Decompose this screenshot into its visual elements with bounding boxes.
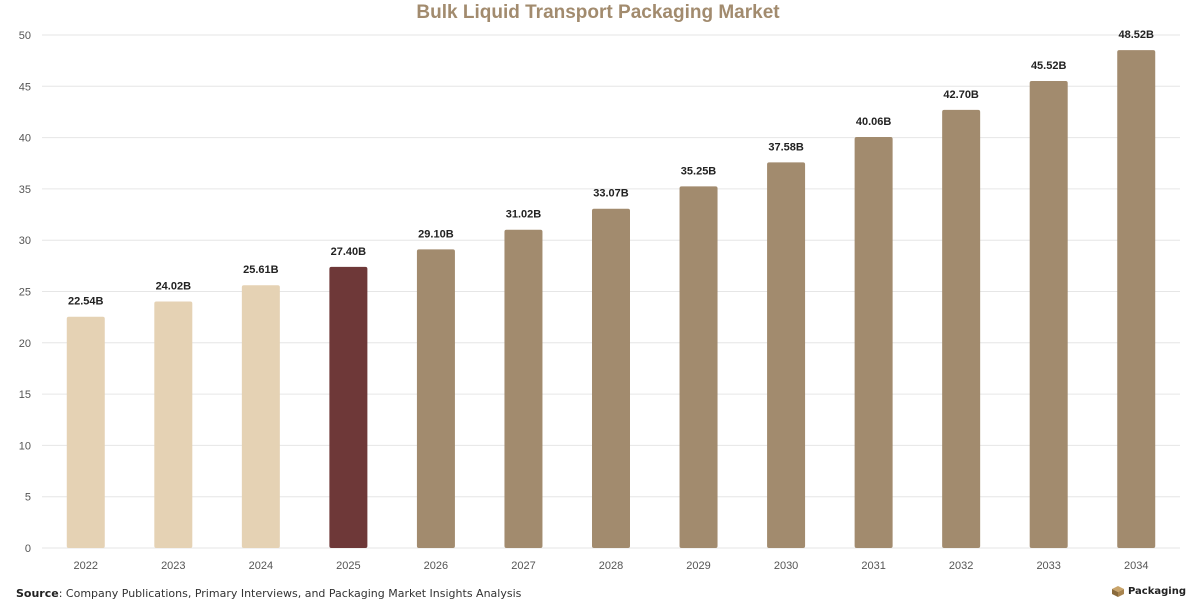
y-axis: 0 5 10 15 20 25 30 35 40 45 50 (19, 30, 31, 555)
bar (679, 186, 718, 548)
x-tick-label: 2032 (949, 560, 973, 572)
data-label: 48.52B (1118, 29, 1154, 41)
bar (329, 266, 368, 548)
x-tick-label: 2027 (511, 560, 535, 572)
data-label: 37.58B (768, 141, 804, 153)
x-tick-label: 2030 (774, 560, 798, 572)
brand-name: Packaging (1128, 586, 1186, 597)
y-tick-label: 30 (19, 235, 31, 247)
x-tick-label: 2033 (1036, 560, 1060, 572)
y-tick-label: 40 (19, 133, 31, 145)
x-tick-label: 2026 (424, 560, 448, 572)
bar (154, 301, 193, 548)
bar (1029, 80, 1068, 549)
x-tick-label: 2023 (161, 560, 185, 572)
y-tick-label: 20 (19, 338, 31, 350)
y-tick-label: 5 (25, 492, 31, 504)
y-tick-label: 0 (25, 543, 31, 555)
data-label: 27.40B (331, 246, 367, 258)
y-tick-label: 45 (19, 81, 31, 93)
source-note: Source: Company Publications, Primary In… (16, 587, 521, 600)
bar (241, 285, 280, 548)
y-tick-label: 15 (19, 389, 31, 401)
bars (66, 50, 1156, 549)
data-label: 33.07B (593, 188, 629, 200)
bar (942, 109, 981, 548)
data-label: 45.52B (1031, 60, 1067, 72)
bar (854, 136, 893, 548)
chart-title: Bulk Liquid Transport Packaging Market (416, 2, 780, 23)
brand-logo: Packaging (1112, 586, 1186, 597)
x-tick-label: 2029 (686, 560, 710, 572)
bar (66, 316, 105, 548)
bar (1117, 50, 1156, 548)
x-tick-label: 2022 (74, 560, 98, 572)
data-label: 25.61B (243, 264, 279, 276)
box-icon (1112, 586, 1124, 597)
data-label: 35.25B (681, 165, 717, 177)
y-tick-label: 35 (19, 184, 31, 196)
bar (504, 229, 543, 548)
data-label: 40.06B (856, 116, 892, 128)
x-tick-label: 2028 (599, 560, 623, 572)
data-label: 42.70B (943, 89, 979, 101)
x-tick-label: 2034 (1124, 560, 1148, 572)
y-tick-label: 10 (19, 440, 31, 452)
data-label: 29.10B (418, 228, 454, 240)
x-tick-label: 2025 (336, 560, 360, 572)
data-label: 22.54B (68, 296, 104, 308)
bar (767, 162, 806, 548)
x-axis: 2022 2023 2024 2025 2026 2027 2028 2029 2030 2031… (74, 560, 1149, 572)
y-tick-label: 50 (19, 30, 31, 42)
bar (416, 249, 455, 548)
data-label: 31.02B (506, 209, 542, 221)
data-labels: 22.54B 24.02B 25.61B 27.40B 29.10B 31.02B 33.0… (68, 29, 1154, 308)
y-tick-label: 25 (19, 287, 31, 299)
source-label: Source (16, 587, 59, 600)
bar (592, 208, 630, 549)
x-tick-label: 2031 (861, 560, 885, 572)
x-tick-label: 2024 (249, 560, 273, 572)
source-text: : Company Publications, Primary Intervie… (58, 587, 522, 600)
data-label: 24.02B (156, 281, 192, 293)
